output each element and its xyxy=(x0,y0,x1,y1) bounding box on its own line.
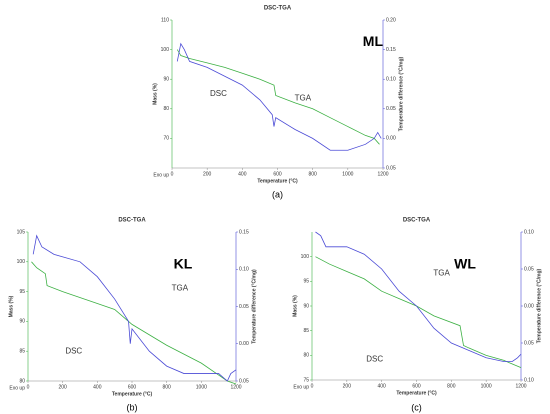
sample-label: KL xyxy=(174,255,193,271)
caption: (a) xyxy=(272,189,283,199)
x-tick-label: 200 xyxy=(343,383,352,389)
x-tick-label: 600 xyxy=(128,384,137,390)
y2-axis-label: Temperature difference (°C/mg) xyxy=(536,268,542,343)
series-label: DSC xyxy=(65,346,82,355)
y2-axis-label: Temperature difference (°C/mg) xyxy=(398,56,404,131)
series-line xyxy=(176,42,382,151)
x-tick-label: 200 xyxy=(203,171,212,177)
y2-tick-label: 0.10 xyxy=(239,267,249,273)
y2-tick-label: 0.15 xyxy=(239,229,249,235)
x-axis-label: Temperature (°C) xyxy=(257,178,298,184)
x-tick-label: 200 xyxy=(58,384,67,390)
y-tick-label: 80 xyxy=(19,378,25,384)
x-tick-label: 1000 xyxy=(196,384,207,390)
y-tick-label: 85 xyxy=(303,328,309,334)
y2-tick-label: 0.05 xyxy=(239,304,249,310)
x-tick-label: 400 xyxy=(377,383,386,389)
x-axis-label: Temperature (°C) xyxy=(396,390,437,396)
y2-axis-label: Temperature difference (°C/mg) xyxy=(251,269,257,344)
y2-tick-label: 0.05 xyxy=(239,378,249,384)
series-label: TGA xyxy=(433,269,450,278)
x-tick-label: 1000 xyxy=(342,171,353,177)
y2-tick-label: 0.00 xyxy=(239,341,249,347)
y-tick-label: 100 xyxy=(301,254,310,260)
y2-tick-label: 0.05 xyxy=(524,266,534,272)
chart-title: DSC-TGA xyxy=(264,6,292,12)
x-tick-label: 0 xyxy=(171,171,174,177)
y-tick-label: 75 xyxy=(303,377,309,383)
x-tick-label: 0 xyxy=(27,384,30,390)
caption: (c) xyxy=(411,402,422,412)
note: Exo up xyxy=(293,384,309,390)
series-line xyxy=(31,261,237,385)
x-tick-label: 800 xyxy=(162,384,171,390)
chart-title: DSC-TGA xyxy=(118,218,146,224)
chart-title: DSC-TGA xyxy=(403,218,431,224)
series-label: DSC xyxy=(366,354,383,363)
series-line xyxy=(315,231,522,362)
y-axis-label: Mass (%) xyxy=(8,295,14,317)
series-label: TGA xyxy=(172,284,189,293)
x-tick-label: 800 xyxy=(308,171,317,177)
series-line xyxy=(32,234,237,382)
y2-tick-label: 0.05 xyxy=(386,106,396,112)
y2-tick-label: 0.10 xyxy=(524,229,534,235)
x-axis-label: Temperature (°C) xyxy=(112,391,153,397)
y2-tick-label: 0.05 xyxy=(524,340,534,346)
y-tick-label: 90 xyxy=(163,77,169,83)
x-tick-label: 800 xyxy=(447,383,456,389)
y-axis-label: Mass (%) xyxy=(292,295,298,317)
series-line xyxy=(315,256,522,369)
series-label: TGA xyxy=(295,94,312,103)
x-tick-label: 1200 xyxy=(377,171,388,177)
y-tick-label: 80 xyxy=(303,353,309,359)
y2-tick-label: 0.10 xyxy=(386,77,396,83)
x-tick-label: 1200 xyxy=(230,384,241,390)
y-tick-label: 105 xyxy=(17,229,26,235)
y2-tick-label: 0.00 xyxy=(524,303,534,309)
x-tick-label: 1000 xyxy=(481,383,492,389)
y-tick-label: 85 xyxy=(19,349,25,355)
y-tick-label: 90 xyxy=(19,319,25,325)
sample-label: ML xyxy=(363,33,384,49)
y-tick-label: 110 xyxy=(161,17,169,23)
series-label: DSC xyxy=(210,89,227,98)
note: Exo up xyxy=(153,172,169,178)
note: Exo up xyxy=(9,385,25,391)
y-tick-label: 90 xyxy=(303,303,309,309)
x-tick-label: 400 xyxy=(238,171,247,177)
y2-tick-label: 0.20 xyxy=(386,17,396,23)
x-tick-label: 600 xyxy=(273,171,282,177)
x-tick-label: 600 xyxy=(412,383,421,389)
y-tick-label: 95 xyxy=(303,279,309,285)
x-tick-label: 1200 xyxy=(515,383,526,389)
y-axis-label: Mass (%) xyxy=(152,83,158,105)
series-line xyxy=(176,49,380,145)
x-tick-label: 400 xyxy=(93,384,102,390)
y2-tick-label: 0.15 xyxy=(386,47,396,53)
x-tick-label: 0 xyxy=(311,383,314,389)
y2-tick-label: 0.00 xyxy=(386,136,396,142)
y-tick-label: 80 xyxy=(163,106,169,112)
y2-tick-label: 0.10 xyxy=(524,377,534,383)
y-tick-label: 70 xyxy=(163,136,169,142)
caption: (b) xyxy=(127,402,138,412)
y2-tick-label: 0.05 xyxy=(386,165,396,171)
y-tick-label: 100 xyxy=(161,47,170,53)
sample-label: WL xyxy=(454,255,476,271)
y-tick-label: 95 xyxy=(19,289,25,295)
y-tick-label: 100 xyxy=(17,259,26,265)
